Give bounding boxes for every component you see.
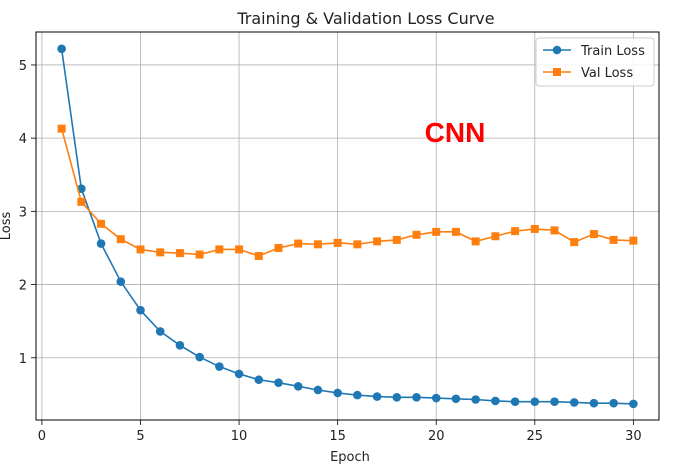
train-loss-point [392, 393, 402, 402]
y-tick-label: 5 [19, 59, 27, 74]
train-loss-point [195, 352, 204, 362]
train-loss-point [491, 396, 500, 406]
train-loss-point [293, 382, 303, 391]
train-loss-point [629, 399, 638, 409]
val-loss-point [57, 124, 66, 133]
train-loss-point [333, 388, 342, 398]
train-loss-point [274, 378, 283, 387]
val-loss-point [313, 240, 322, 249]
val-loss-point [116, 235, 125, 244]
val-loss-point [294, 239, 303, 248]
val-loss-point [432, 227, 441, 236]
x-tick-label: 25 [527, 429, 544, 444]
train-loss-point [589, 398, 599, 408]
y-tick-label: 3 [19, 205, 27, 220]
val-loss-point [412, 230, 421, 239]
legend-val-loss-marker [553, 68, 561, 76]
val-loss-point [511, 227, 520, 236]
train-loss-point [372, 392, 382, 401]
val-loss-point [235, 245, 244, 254]
val-loss-point [333, 238, 342, 247]
train-loss-point [175, 341, 185, 350]
train-loss-point [57, 44, 66, 54]
train-loss-point [530, 397, 540, 406]
x-tick-label: 5 [136, 429, 144, 444]
legend-train-loss-label: Train Loss [580, 44, 645, 59]
y-tick-label: 1 [19, 352, 27, 367]
y-tick-label: 2 [19, 279, 27, 294]
val-loss-point [629, 236, 638, 245]
val-loss-point [589, 230, 598, 239]
train-loss-point [510, 397, 520, 406]
val-loss-series [57, 124, 638, 261]
plot-area-frame [35, 31, 660, 421]
train-loss-point [96, 239, 106, 248]
chart-title: Training & Validation Loss Curve [236, 9, 494, 28]
legend-val-loss-label: Val Loss [581, 66, 633, 81]
val-loss-point [570, 238, 579, 247]
train-loss-point [155, 327, 165, 336]
val-loss-point [451, 227, 460, 236]
train-loss-point [136, 305, 145, 315]
train-loss-line [60, 48, 634, 405]
train-loss-point [412, 393, 421, 402]
val-loss-point [550, 226, 559, 235]
y-tick-label: 4 [19, 132, 27, 147]
train-loss-point [353, 390, 362, 400]
train-loss-point [116, 277, 126, 286]
train-loss-point [569, 398, 579, 407]
axis-ticks: 0 5 10 15 20 25 30 1 2 3 4 5 [19, 59, 642, 444]
series [57, 44, 638, 409]
val-loss-point [274, 243, 283, 252]
legend: Train Loss Val Loss [535, 37, 655, 87]
model-annotation: CNN [425, 117, 486, 148]
x-tick-label: 30 [625, 429, 642, 444]
train-loss-point [609, 398, 618, 408]
train-loss-series [57, 44, 638, 409]
val-loss-point [136, 245, 145, 254]
val-loss-point [530, 224, 539, 233]
val-loss-point [195, 250, 204, 259]
val-loss-point [156, 248, 165, 257]
train-loss-point [471, 395, 480, 404]
val-loss-point [373, 237, 382, 246]
train-loss-point [234, 369, 244, 379]
val-loss-point [77, 197, 86, 206]
train-loss-point [254, 375, 264, 385]
train-loss-point [550, 397, 559, 406]
train-loss-point [431, 393, 441, 403]
train-loss-point [313, 385, 323, 395]
val-loss-point [215, 245, 224, 254]
val-loss-point [491, 232, 500, 241]
train-loss-point [451, 394, 461, 404]
val-loss-point [471, 237, 480, 246]
val-loss-line [60, 128, 634, 257]
x-tick-label: 0 [38, 429, 46, 444]
grid [36, 32, 659, 420]
val-loss-point [609, 235, 618, 244]
legend-train-loss-marker [552, 45, 562, 55]
x-tick-label: 15 [329, 429, 346, 444]
train-loss-point [215, 362, 224, 371]
x-tick-label: 10 [231, 429, 248, 444]
x-tick-label: 20 [428, 429, 445, 444]
val-loss-point [254, 252, 263, 261]
val-loss-point [353, 240, 362, 249]
x-axis-label: Epoch [330, 450, 370, 465]
val-loss-point [175, 249, 184, 258]
val-loss-point [97, 219, 106, 228]
y-axis-label: Loss [0, 212, 14, 241]
val-loss-point [392, 235, 401, 244]
